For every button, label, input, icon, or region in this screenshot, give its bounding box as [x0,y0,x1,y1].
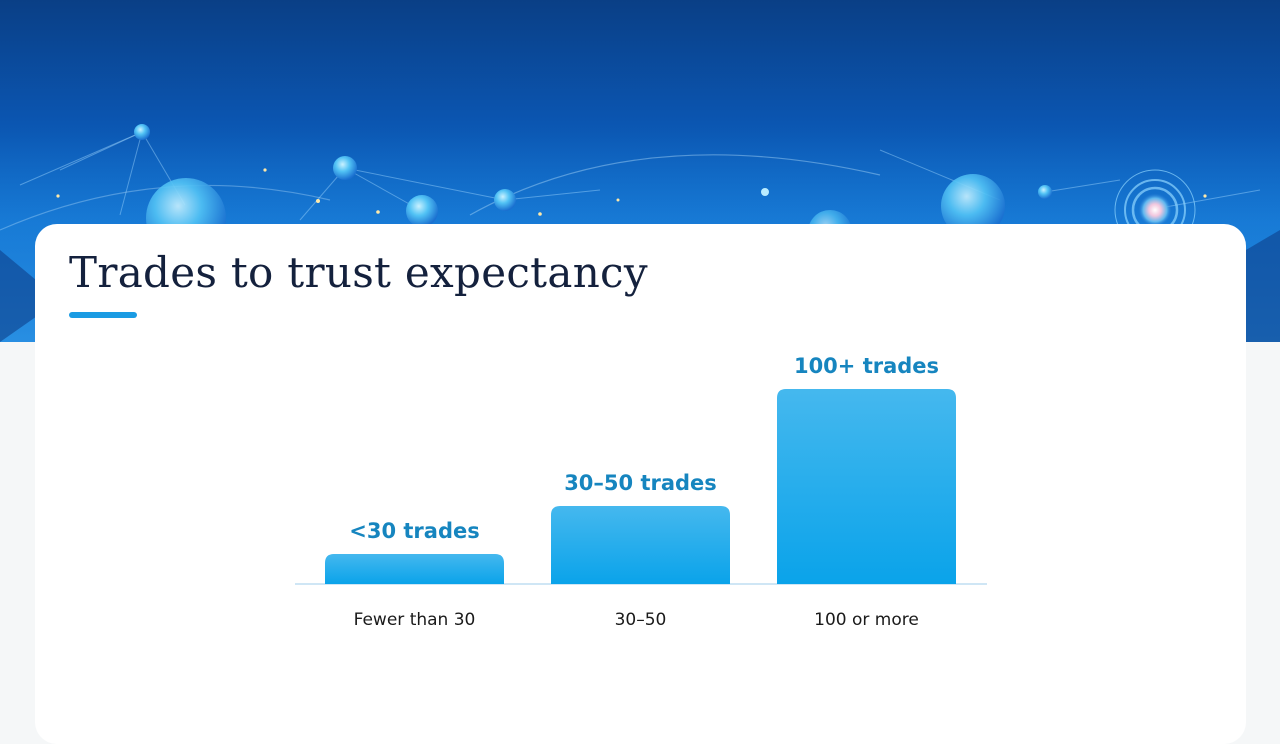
bar-2 [551,506,730,584]
bar-3 [777,389,956,584]
category-tick-label-3: 100 or more [814,610,919,630]
category-tick-label-1: Fewer than 30 [354,610,476,630]
bar-1 [325,554,504,584]
slide-title: Trades to trust expectancy [69,248,648,297]
data-label-2: 30–50 trades [564,471,717,495]
data-label-3: 100+ trades [794,354,939,378]
category-tick-label-2: 30–50 [615,610,667,630]
bar-chart: <30 trades 30–50 trades 100+ trades Fewer … [295,354,987,630]
data-label-1: <30 trades [349,519,479,543]
content-card: Trades to trust expectancy [35,224,1246,744]
title-accent-rule [69,312,137,318]
